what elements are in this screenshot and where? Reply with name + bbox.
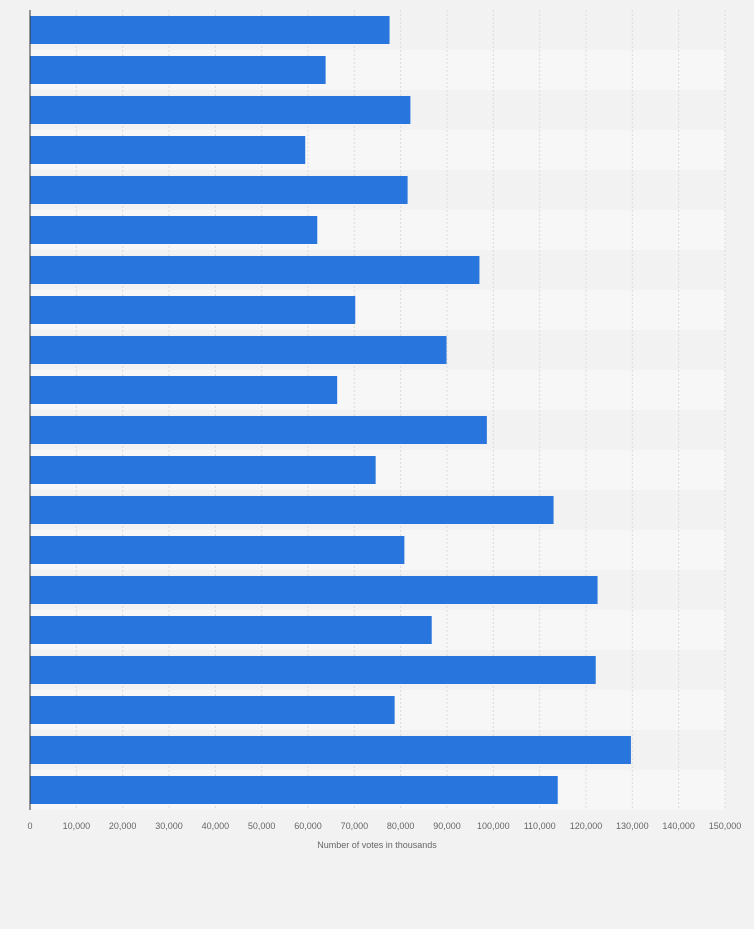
bar[interactable]: [30, 736, 631, 764]
x-tick-label: 50,000: [248, 821, 276, 831]
bar[interactable]: [30, 136, 306, 164]
x-tick-label: 70,000: [341, 821, 369, 831]
x-tick-label: 60,000: [294, 821, 322, 831]
x-tick-label: 40,000: [202, 821, 230, 831]
x-tick-label: 20,000: [109, 821, 137, 831]
bar[interactable]: [30, 96, 411, 124]
bar[interactable]: [30, 696, 395, 724]
x-tick-label: 0: [27, 821, 32, 831]
x-tick-label: 150,000: [709, 821, 742, 831]
bar[interactable]: [30, 16, 390, 44]
bar[interactable]: [30, 656, 596, 684]
x-tick-label: 140,000: [662, 821, 695, 831]
bar[interactable]: [30, 176, 408, 204]
bar[interactable]: [30, 456, 376, 484]
bar[interactable]: [30, 216, 318, 244]
bar[interactable]: [30, 576, 598, 604]
bar[interactable]: [30, 496, 554, 524]
x-tick-label: 10,000: [63, 821, 91, 831]
x-tick-label: 100,000: [477, 821, 510, 831]
x-tick-label: 120,000: [570, 821, 603, 831]
bar[interactable]: [30, 376, 338, 404]
x-axis-label: Number of votes in thousands: [317, 840, 437, 850]
bar[interactable]: [30, 776, 558, 804]
x-tick-label: 30,000: [155, 821, 183, 831]
bar[interactable]: [30, 416, 487, 444]
bar[interactable]: [30, 536, 405, 564]
x-tick-label: 80,000: [387, 821, 415, 831]
x-tick-label: 90,000: [433, 821, 461, 831]
bar[interactable]: [30, 336, 447, 364]
bar[interactable]: [30, 56, 326, 84]
bar[interactable]: [30, 616, 432, 644]
x-tick-label: 130,000: [616, 821, 649, 831]
bar[interactable]: [30, 296, 356, 324]
x-tick-label: 110,000: [524, 821, 556, 831]
bar[interactable]: [30, 256, 480, 284]
